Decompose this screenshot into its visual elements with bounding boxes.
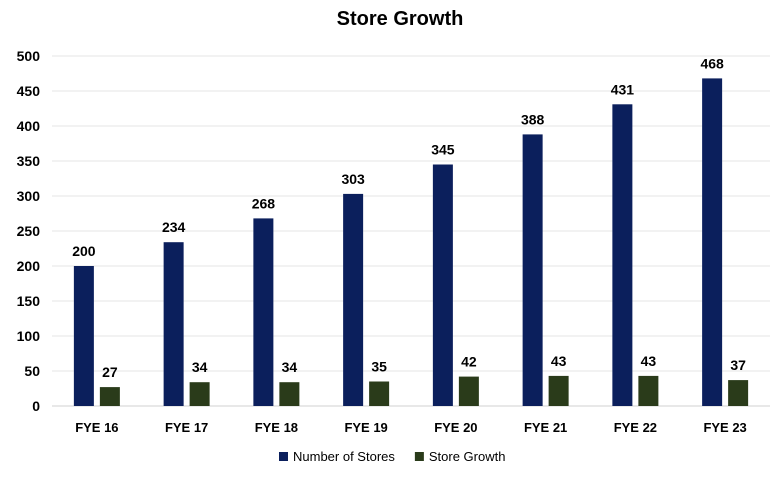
data-label: 34 — [192, 359, 208, 375]
data-label: 234 — [162, 219, 186, 235]
bar-store-growth — [99, 387, 120, 406]
y-tick-label: 400 — [17, 118, 41, 134]
bar-number-of-stores — [432, 164, 453, 406]
data-label: 431 — [611, 81, 635, 97]
y-tick-label: 450 — [17, 83, 41, 99]
data-label: 43 — [551, 353, 567, 369]
bar-number-of-stores — [253, 218, 274, 406]
bar-number-of-stores — [702, 78, 723, 407]
bar-number-of-stores — [163, 242, 184, 406]
x-tick-label: FYE 20 — [434, 420, 477, 435]
data-label: 27 — [102, 364, 118, 380]
chart-title: Store Growth — [337, 8, 464, 30]
legend: Number of Stores Store Growth — [279, 449, 505, 464]
data-label: 268 — [252, 195, 276, 211]
data-label: 345 — [431, 142, 455, 158]
x-tick-label: FYE 17 — [165, 420, 208, 435]
x-tick-label: FYE 21 — [524, 420, 567, 435]
y-tick-label: 50 — [24, 363, 40, 379]
data-label: 303 — [341, 171, 365, 187]
bar-store-growth — [728, 380, 749, 406]
legend-swatch — [279, 452, 288, 461]
y-tick-label: 300 — [17, 188, 41, 204]
bar-number-of-stores — [73, 266, 94, 406]
bar-store-growth — [458, 376, 479, 406]
y-tick-label: 350 — [17, 153, 41, 169]
y-tick-label: 0 — [32, 398, 40, 414]
data-label: 35 — [371, 359, 387, 375]
bar-store-growth — [369, 381, 390, 406]
bar-number-of-stores — [612, 104, 633, 407]
legend-label: Number of Stores — [293, 449, 395, 464]
x-tick-label: FYE 16 — [75, 420, 118, 435]
y-tick-label: 500 — [17, 48, 41, 64]
bar-number-of-stores — [522, 134, 543, 406]
x-tick-label: FYE 22 — [614, 420, 657, 435]
data-label: 34 — [282, 359, 298, 375]
data-labels: 200 27 234 34 268 34 303 35 345 42 388 43 431 43 468 37 — [72, 55, 746, 380]
y-tick-label: 250 — [17, 223, 41, 239]
bar-number-of-stores — [343, 193, 364, 406]
bar-store-growth — [189, 382, 210, 406]
data-label: 388 — [521, 111, 545, 127]
x-axis-ticks: FYE 16 FYE 17 FYE 18 FYE 19 FYE 20 FYE 21 FYE … — [75, 420, 747, 435]
y-tick-label: 100 — [17, 328, 41, 344]
bar-store-growth — [279, 382, 300, 406]
bar-store-growth — [638, 375, 659, 406]
gridlines — [52, 55, 770, 407]
legend-swatch — [414, 452, 424, 461]
legend-label: Store Growth — [429, 449, 506, 464]
data-label: 43 — [641, 353, 657, 369]
y-tick-label: 150 — [17, 293, 41, 309]
data-label: 37 — [730, 357, 746, 373]
x-tick-label: FYE 19 — [344, 420, 387, 435]
bars — [73, 78, 749, 407]
data-label: 200 — [72, 243, 96, 259]
y-tick-label: 200 — [17, 258, 41, 274]
data-label: 468 — [700, 55, 724, 71]
x-tick-label: FYE 18 — [255, 420, 298, 435]
data-label: 42 — [461, 354, 477, 370]
bar-store-growth — [548, 375, 569, 406]
x-tick-label: FYE 23 — [703, 420, 746, 435]
y-axis-ticks: 0 50 100 150 200 250 300 350 400 450 500 — [17, 48, 41, 414]
